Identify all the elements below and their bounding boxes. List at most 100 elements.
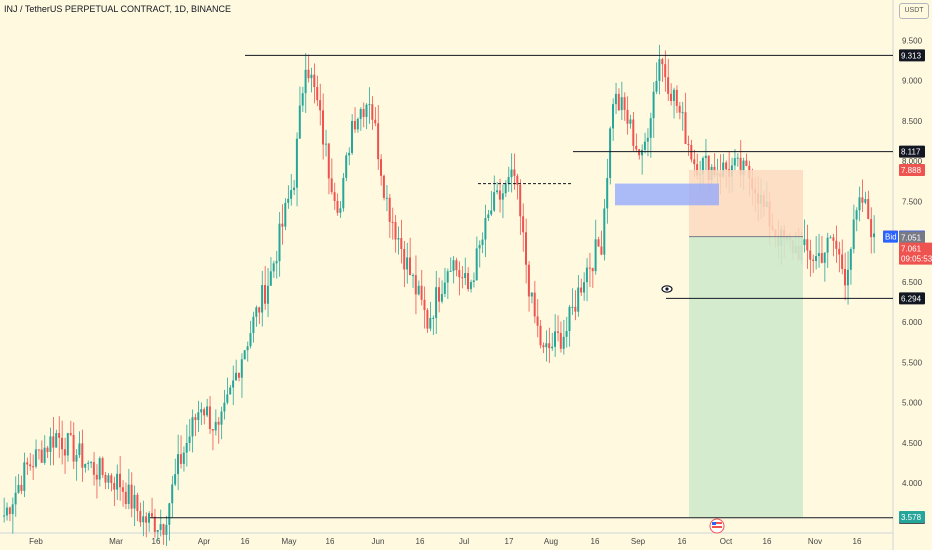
candle-body	[516, 175, 519, 185]
candle-body	[585, 267, 588, 283]
candle-body	[510, 169, 513, 178]
candle-body	[72, 434, 75, 462]
candle-body	[472, 280, 475, 282]
candle-body	[458, 270, 461, 278]
y-tick-label: 5.500	[902, 358, 923, 367]
candle-body	[243, 350, 246, 360]
candle-body	[391, 221, 394, 223]
x-tick-label: 16	[678, 537, 687, 546]
x-tick-label: 16	[853, 537, 862, 546]
y-tick-label: 4.000	[902, 479, 923, 488]
price-tag	[899, 231, 925, 244]
candle-body	[490, 210, 493, 215]
candle-body	[649, 118, 652, 138]
candle-body	[661, 59, 664, 65]
candle-body	[145, 516, 148, 523]
candle-body	[119, 473, 121, 488]
candle-body	[487, 214, 490, 219]
candle-body	[400, 238, 403, 249]
candle-body	[574, 306, 577, 312]
candle-body	[293, 187, 295, 191]
candle-body	[252, 316, 255, 334]
candle-body	[301, 93, 304, 106]
candle-body	[232, 380, 235, 388]
candle-body	[258, 307, 261, 313]
candle-body	[168, 503, 171, 525]
candle-body	[701, 158, 704, 174]
candle-body	[736, 157, 739, 159]
candle-body	[484, 218, 487, 240]
candle-body	[203, 409, 206, 416]
candle-body	[133, 494, 136, 509]
candle-body	[3, 515, 5, 517]
candle-body	[519, 184, 522, 217]
candle-body	[101, 458, 104, 475]
y-tick-label: 5.000	[902, 399, 923, 408]
candle-body	[58, 433, 61, 438]
candle-body	[739, 157, 742, 176]
candle-body	[214, 421, 217, 431]
candle-body	[191, 417, 194, 437]
candle-body	[620, 97, 623, 111]
candle-body	[324, 143, 327, 145]
candle-body	[638, 149, 641, 156]
candle-body	[165, 524, 168, 535]
candle-body	[55, 433, 58, 448]
candle-body	[107, 475, 110, 483]
candle-body	[496, 190, 498, 193]
candle-body	[182, 452, 185, 464]
candle-body	[440, 293, 443, 302]
take-profit-zone[interactable]	[689, 236, 803, 518]
candle-body	[171, 484, 174, 504]
candle-body	[606, 177, 609, 209]
x-tick-label: Feb	[29, 537, 43, 546]
candle-body	[667, 77, 670, 94]
price-tag-label: 3.578	[901, 513, 922, 522]
candle-body	[162, 524, 165, 535]
candle-body	[43, 447, 46, 463]
candle-body	[617, 93, 620, 111]
candle-body	[844, 268, 846, 286]
candle-body	[295, 138, 298, 188]
candle-body	[678, 105, 681, 113]
candle-body	[635, 145, 638, 150]
candle-body	[92, 462, 95, 475]
candle-body	[675, 89, 678, 106]
x-tick-label: Jun	[372, 537, 385, 546]
candle-body	[806, 239, 809, 251]
candle-body	[284, 202, 287, 227]
x-tick-label: 16	[326, 537, 335, 546]
x-tick-label: 17	[505, 537, 514, 546]
candle-body	[554, 331, 556, 347]
candle-body	[95, 474, 98, 480]
price-tag	[899, 164, 925, 177]
currency-unit-button[interactable]: USDT	[899, 3, 929, 19]
candle-body	[707, 155, 710, 181]
candle-body	[475, 248, 478, 281]
candle-body	[356, 118, 359, 130]
candle-body	[443, 282, 446, 294]
candle-body	[63, 449, 66, 456]
candle-body	[81, 443, 84, 468]
y-tick-label: 8.500	[902, 117, 923, 126]
candle-body	[90, 462, 92, 464]
candle-body	[864, 199, 867, 203]
candle-body	[568, 306, 571, 332]
x-tick-label: 16	[763, 537, 772, 546]
candle-body	[696, 164, 699, 176]
candle-body	[562, 336, 565, 349]
candle-body	[104, 474, 107, 483]
candle-body	[609, 128, 612, 178]
candle-body	[823, 252, 826, 263]
candle-body	[374, 119, 377, 124]
flag-stripe-icon	[712, 522, 722, 524]
candle-body	[49, 436, 52, 452]
level-price-label: 9.313	[901, 51, 922, 60]
candle-body	[556, 331, 559, 333]
candle-body	[591, 268, 594, 272]
x-tick-label: Jul	[459, 537, 469, 546]
entry-zone-box[interactable]	[615, 183, 719, 206]
candle-body	[304, 69, 307, 94]
candle-body	[75, 455, 78, 462]
